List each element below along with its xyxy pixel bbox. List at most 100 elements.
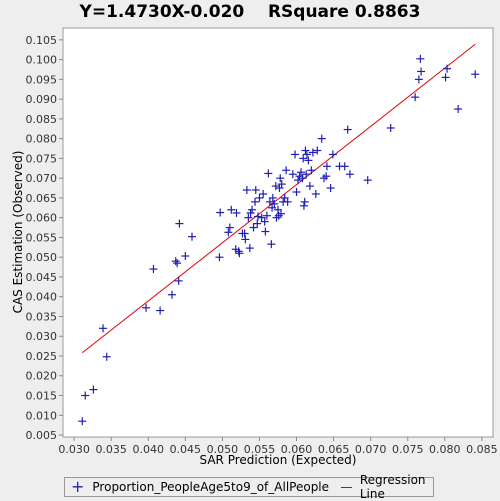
data-point bbox=[234, 247, 243, 256]
data-point bbox=[241, 235, 250, 244]
data-point bbox=[305, 182, 314, 191]
y-tick-label: 0.095 bbox=[26, 73, 58, 86]
y-tick-label: 0.015 bbox=[26, 390, 58, 403]
y-tick-label: 0.100 bbox=[26, 54, 58, 67]
x-axis-title: SAR Prediction (Expected) bbox=[200, 453, 357, 467]
data-point bbox=[276, 174, 285, 183]
data-point bbox=[235, 249, 244, 258]
data-point bbox=[454, 105, 463, 114]
data-point bbox=[291, 150, 300, 159]
data-point bbox=[181, 252, 190, 261]
data-point bbox=[308, 148, 317, 157]
data-point bbox=[268, 193, 277, 202]
y-tick-label: 0.060 bbox=[26, 212, 58, 225]
legend-plus-marker-icon: + bbox=[71, 477, 85, 496]
x-tick-label: 0.065 bbox=[318, 443, 350, 456]
data-point bbox=[317, 134, 326, 143]
data-point bbox=[307, 166, 316, 175]
data-point bbox=[300, 197, 309, 206]
y-tick-label: 0.105 bbox=[26, 34, 58, 47]
y-tick-label: 0.040 bbox=[26, 291, 58, 304]
y-tick-label: 0.020 bbox=[26, 370, 58, 383]
data-point bbox=[294, 176, 303, 185]
data-point bbox=[288, 170, 297, 179]
data-point bbox=[417, 67, 426, 76]
data-point bbox=[299, 201, 308, 210]
legend-line-label: Regression Line bbox=[359, 473, 426, 501]
x-tick-label: 0.085 bbox=[466, 443, 498, 456]
data-point bbox=[322, 172, 331, 181]
chart-title: Y=1.4730X-0.020 RSquare 0.8863 bbox=[0, 2, 500, 22]
data-point bbox=[299, 154, 308, 163]
x-axis-ticks: 0.030 0.035 0.040 0.045 0.050 0.055 0.060 0.065… bbox=[58, 437, 498, 456]
data-point bbox=[262, 211, 271, 220]
data-point bbox=[89, 385, 98, 394]
data-point bbox=[242, 186, 251, 195]
x-tick-label: 0.075 bbox=[392, 443, 424, 456]
data-point bbox=[216, 208, 225, 217]
data-point bbox=[340, 162, 349, 171]
equation-title: Y=1.4730X-0.020 bbox=[79, 2, 245, 22]
data-point bbox=[175, 219, 184, 228]
data-point bbox=[81, 391, 90, 400]
y-tick-label: 0.035 bbox=[26, 310, 58, 323]
data-point bbox=[255, 193, 264, 202]
x-tick-label: 0.060 bbox=[281, 443, 313, 456]
data-point bbox=[260, 217, 269, 226]
data-point bbox=[78, 417, 87, 426]
data-point bbox=[253, 219, 262, 228]
rsquare-title: RSquare 0.8863 bbox=[267, 2, 421, 22]
x-tick-label: 0.080 bbox=[429, 443, 461, 456]
data-point bbox=[248, 205, 257, 214]
data-point bbox=[343, 125, 352, 134]
y-axis-ticks: 0.005 0.010 0.015 0.020 0.025 0.030 0.035 0.040… bbox=[26, 34, 63, 442]
data-point bbox=[302, 150, 311, 159]
data-point bbox=[345, 170, 354, 179]
data-point bbox=[326, 184, 335, 193]
data-point bbox=[363, 176, 372, 185]
data-point bbox=[298, 174, 307, 183]
legend-series-label: Proportion_PeopleAge5to9_of_AllPeople bbox=[92, 480, 330, 494]
y-tick-label: 0.030 bbox=[26, 330, 58, 343]
y-tick-label: 0.010 bbox=[26, 409, 58, 422]
data-points bbox=[78, 54, 480, 426]
data-point bbox=[251, 197, 260, 206]
data-point bbox=[277, 180, 286, 189]
y-tick-label: 0.080 bbox=[26, 133, 58, 146]
data-point bbox=[322, 162, 331, 171]
data-point bbox=[414, 75, 423, 84]
data-point bbox=[411, 93, 420, 102]
data-point bbox=[264, 169, 273, 178]
data-point bbox=[304, 156, 313, 165]
plot-area bbox=[62, 27, 494, 438]
data-point bbox=[232, 208, 241, 217]
y-tick-label: 0.025 bbox=[26, 350, 58, 363]
x-tick-label: 0.050 bbox=[207, 443, 239, 456]
data-point bbox=[386, 123, 395, 132]
data-point bbox=[99, 324, 108, 333]
x-tick-label: 0.070 bbox=[355, 443, 387, 456]
data-point bbox=[253, 212, 262, 221]
data-point bbox=[276, 209, 285, 218]
data-point bbox=[313, 146, 322, 155]
y-axis-title: CAS Estimation (Observed) bbox=[11, 151, 25, 314]
regression-line bbox=[81, 43, 476, 354]
data-point bbox=[251, 186, 260, 195]
data-point bbox=[292, 187, 301, 196]
data-point bbox=[416, 54, 425, 63]
data-point bbox=[270, 199, 279, 208]
data-point bbox=[174, 276, 183, 285]
data-point bbox=[188, 232, 196, 241]
data-point bbox=[245, 244, 254, 253]
y-tick-label: 0.085 bbox=[26, 113, 58, 126]
x-tick-label: 0.055 bbox=[244, 443, 276, 456]
legend-line-marker-icon bbox=[341, 486, 352, 488]
data-point bbox=[224, 228, 233, 237]
x-tick-label: 0.040 bbox=[133, 443, 165, 456]
data-point bbox=[311, 189, 320, 198]
y-tick-label: 0.090 bbox=[26, 93, 58, 106]
x-tick-label: 0.030 bbox=[58, 443, 90, 456]
data-point bbox=[282, 166, 291, 175]
x-tick-label: 0.035 bbox=[95, 443, 127, 456]
